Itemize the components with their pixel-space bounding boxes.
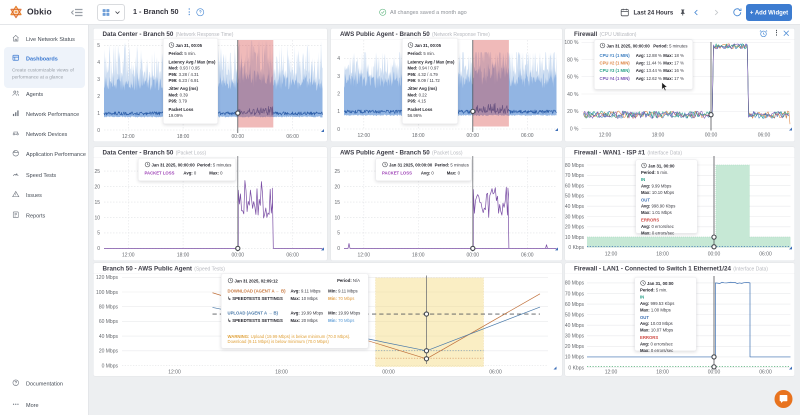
- svg-text:1: 1: [337, 109, 340, 115]
- svg-text:40 Mbps: 40 Mbps: [565, 204, 585, 210]
- svg-text:0 %: 0 %: [570, 126, 579, 132]
- svg-text:60 Mbps: 60 Mbps: [565, 183, 585, 189]
- svg-text:06:00: 06:00: [759, 370, 772, 376]
- svg-text:40 Mbps: 40 Mbps: [565, 323, 585, 329]
- svg-text:120 Mbps: 120 Mbps: [96, 275, 118, 281]
- svg-text:50 Mbps: 50 Mbps: [565, 194, 585, 200]
- svg-text:00:00: 00:00: [705, 133, 718, 139]
- svg-text:0 Kbps: 0 Kbps: [568, 245, 584, 251]
- svg-text:00:00: 00:00: [382, 370, 395, 376]
- svg-text:70 Mbps: 70 Mbps: [565, 291, 585, 297]
- svg-text:4: 4: [337, 56, 340, 62]
- svg-text:20 Mbps: 20 Mbps: [565, 344, 585, 350]
- svg-text:3: 3: [337, 74, 340, 80]
- svg-text:60 Mbps: 60 Mbps: [99, 319, 119, 325]
- svg-text:00:00: 00:00: [708, 370, 721, 376]
- svg-text:12:00: 12:00: [358, 253, 371, 259]
- svg-text:80 Mbps: 80 Mbps: [565, 281, 585, 287]
- svg-text:40 Mbps: 40 Mbps: [99, 334, 119, 340]
- svg-text:70 Mbps: 70 Mbps: [565, 173, 585, 179]
- svg-text:00:00: 00:00: [232, 134, 245, 140]
- svg-text:06:00: 06:00: [759, 252, 772, 258]
- svg-text:06:00: 06:00: [286, 134, 299, 140]
- svg-text:10 Mbps: 10 Mbps: [565, 355, 585, 361]
- svg-text:10: 10: [334, 215, 340, 221]
- svg-text:18:00: 18:00: [275, 370, 288, 376]
- svg-text:06:00: 06:00: [521, 253, 534, 259]
- svg-text:0: 0: [337, 246, 340, 252]
- svg-text:0: 0: [337, 127, 340, 133]
- svg-text:15: 15: [334, 200, 340, 206]
- svg-text:12:00: 12:00: [358, 133, 371, 139]
- svg-text:0: 0: [97, 128, 100, 134]
- svg-text:25: 25: [94, 169, 100, 175]
- svg-text:18:00: 18:00: [412, 253, 425, 259]
- svg-text:60 Mbps: 60 Mbps: [565, 302, 585, 308]
- svg-text:10 Mbps: 10 Mbps: [565, 235, 585, 241]
- svg-text:30 Mbps: 30 Mbps: [565, 334, 585, 340]
- svg-text:80 %: 80 %: [567, 57, 579, 63]
- svg-text:00:00: 00:00: [708, 252, 721, 258]
- svg-text:06:00: 06:00: [489, 370, 502, 376]
- svg-text:5: 5: [337, 231, 340, 237]
- svg-text:40 %: 40 %: [567, 92, 579, 98]
- svg-text:0: 0: [97, 246, 100, 252]
- svg-text:100 %: 100 %: [564, 40, 579, 46]
- svg-text:15: 15: [94, 200, 100, 206]
- svg-text:18:00: 18:00: [412, 133, 425, 139]
- svg-text:5: 5: [97, 231, 100, 237]
- svg-text:3: 3: [97, 77, 100, 83]
- svg-text:12:00: 12:00: [605, 252, 618, 258]
- svg-text:18:00: 18:00: [656, 252, 669, 258]
- svg-text:20 %: 20 %: [567, 109, 579, 115]
- svg-text:06:00: 06:00: [521, 133, 534, 139]
- svg-text:80 Mbps: 80 Mbps: [99, 305, 119, 311]
- svg-text:06:00: 06:00: [758, 133, 771, 139]
- svg-text:60 %: 60 %: [567, 75, 579, 81]
- svg-text:2: 2: [337, 92, 340, 98]
- svg-text:1: 1: [97, 111, 100, 117]
- svg-text:18:00: 18:00: [177, 253, 190, 259]
- svg-text:50 Mbps: 50 Mbps: [565, 312, 585, 318]
- svg-text:18:00: 18:00: [177, 134, 190, 140]
- svg-text:20: 20: [94, 184, 100, 190]
- svg-text:00:00: 00:00: [232, 253, 245, 259]
- svg-text:20: 20: [334, 184, 340, 190]
- svg-text:4: 4: [97, 60, 100, 66]
- svg-text:25: 25: [334, 169, 340, 175]
- svg-text:80 Mbps: 80 Mbps: [565, 163, 585, 169]
- svg-text:12:00: 12:00: [122, 134, 135, 140]
- svg-text:12:00: 12:00: [168, 370, 181, 376]
- svg-text:5: 5: [97, 43, 100, 49]
- svg-text:00:00: 00:00: [467, 253, 480, 259]
- svg-text:20 Mbps: 20 Mbps: [565, 225, 585, 231]
- svg-text:18:00: 18:00: [656, 370, 669, 376]
- svg-text:20 Mbps: 20 Mbps: [99, 349, 119, 355]
- svg-text:12:00: 12:00: [605, 370, 618, 376]
- svg-text:18:00: 18:00: [652, 133, 665, 139]
- svg-text:2: 2: [97, 94, 100, 100]
- svg-text:12:00: 12:00: [122, 253, 135, 259]
- svg-text:10: 10: [94, 215, 100, 221]
- svg-text:06:00: 06:00: [286, 253, 299, 259]
- svg-text:0 Mbps: 0 Mbps: [102, 363, 119, 369]
- svg-text:30 Mbps: 30 Mbps: [565, 214, 585, 220]
- svg-text:12:00: 12:00: [599, 133, 612, 139]
- svg-text:100 Mbps: 100 Mbps: [96, 290, 118, 296]
- svg-text:0 Kbps: 0 Kbps: [568, 365, 584, 371]
- svg-text:00:00: 00:00: [467, 133, 480, 139]
